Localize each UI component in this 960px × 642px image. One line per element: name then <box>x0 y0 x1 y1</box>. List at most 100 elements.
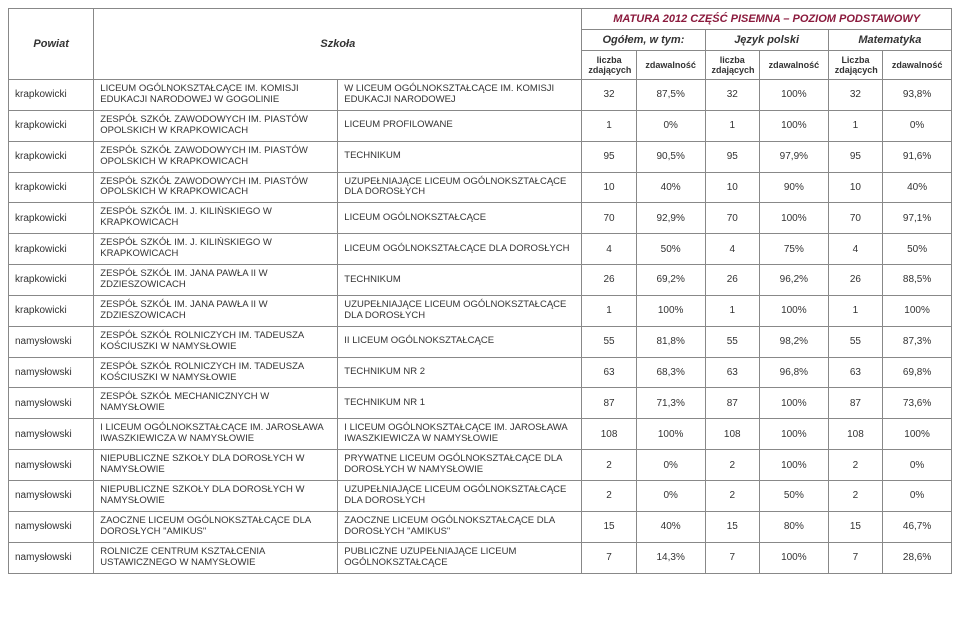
cell-n1: 108 <box>582 419 636 450</box>
cell-type: PRYWATNE LICEUM OGÓLNOKSZTAŁCĄCE DLA DOR… <box>338 450 582 481</box>
col-header-ogolem: Ogółem, w tym: <box>582 30 705 51</box>
cell-n2: 32 <box>705 80 759 111</box>
cell-n3: 70 <box>828 203 882 234</box>
table-row: namysłowskiROLNICZE CENTRUM KSZTAŁCENIA … <box>9 542 952 573</box>
cell-p3: 88,5% <box>883 265 952 296</box>
cell-p2: 100% <box>760 203 829 234</box>
cell-type: TECHNIKUM <box>338 265 582 296</box>
cell-n3: 95 <box>828 141 882 172</box>
table-row: namysłowskiNIEPUBLICZNE SZKOŁY DLA DOROS… <box>9 480 952 511</box>
cell-powiat: namysłowski <box>9 326 94 357</box>
cell-powiat: namysłowski <box>9 357 94 388</box>
cell-powiat: namysłowski <box>9 450 94 481</box>
cell-school: ZESPÓŁ SZKÓŁ IM. J. KILIŃSKIEGO W KRAPKO… <box>94 203 338 234</box>
cell-p1: 92,9% <box>636 203 705 234</box>
cell-school: ZESPÓŁ SZKÓŁ ROLNICZYCH IM. TADEUSZA KOŚ… <box>94 357 338 388</box>
cell-type: UZUPEŁNIAJĄCE LICEUM OGÓLNOKSZTAŁCĄCE DL… <box>338 295 582 326</box>
cell-p2: 100% <box>760 80 829 111</box>
cell-n1: 87 <box>582 388 636 419</box>
col-header-matematyka: Matematyka <box>828 30 951 51</box>
cell-n1: 1 <box>582 110 636 141</box>
table-row: krapkowickiZESPÓŁ SZKÓŁ IM. J. KILIŃSKIE… <box>9 203 952 234</box>
cell-n1: 10 <box>582 172 636 203</box>
cell-p2: 96,2% <box>760 265 829 296</box>
cell-n2: 4 <box>705 234 759 265</box>
cell-school: I LICEUM OGÓLNOKSZTAŁCĄCE IM. JAROSŁAWA … <box>94 419 338 450</box>
cell-p1: 40% <box>636 511 705 542</box>
cell-p1: 71,3% <box>636 388 705 419</box>
cell-school: ZESPÓŁ SZKÓŁ ZAWODOWYCH IM. PIASTÓW OPOL… <box>94 110 338 141</box>
table-header: Powiat Szkoła MATURA 2012 CZĘŚĆ PISEMNA … <box>9 9 952 80</box>
cell-n2: 15 <box>705 511 759 542</box>
cell-school: ZAOCZNE LICEUM OGÓLNOKSZTAŁCĄCE DLA DORO… <box>94 511 338 542</box>
cell-n3: 26 <box>828 265 882 296</box>
cell-n3: 63 <box>828 357 882 388</box>
cell-type: UZUPEŁNIAJĄCE LICEUM OGÓLNOKSZTAŁCĄCE DL… <box>338 480 582 511</box>
cell-n1: 95 <box>582 141 636 172</box>
cell-p1: 90,5% <box>636 141 705 172</box>
cell-type: PUBLICZNE UZUPEŁNIAJĄCE LICEUM OGÓLNOKSZ… <box>338 542 582 573</box>
cell-p1: 87,5% <box>636 80 705 111</box>
cell-p3: 100% <box>883 419 952 450</box>
cell-n1: 63 <box>582 357 636 388</box>
cell-p1: 100% <box>636 295 705 326</box>
cell-p2: 98,2% <box>760 326 829 357</box>
table-row: namysłowskiI LICEUM OGÓLNOKSZTAŁCĄCE IM.… <box>9 419 952 450</box>
cell-n3: 4 <box>828 234 882 265</box>
cell-p3: 40% <box>883 172 952 203</box>
cell-p1: 14,3% <box>636 542 705 573</box>
cell-p3: 69,8% <box>883 357 952 388</box>
cell-p2: 100% <box>760 388 829 419</box>
cell-n3: 87 <box>828 388 882 419</box>
cell-p1: 69,2% <box>636 265 705 296</box>
cell-powiat: namysłowski <box>9 388 94 419</box>
cell-powiat: krapkowicki <box>9 141 94 172</box>
cell-n1: 55 <box>582 326 636 357</box>
cell-n3: 108 <box>828 419 882 450</box>
cell-powiat: namysłowski <box>9 511 94 542</box>
cell-powiat: krapkowicki <box>9 265 94 296</box>
cell-n1: 2 <box>582 450 636 481</box>
cell-n3: 15 <box>828 511 882 542</box>
cell-n2: 1 <box>705 110 759 141</box>
cell-type: I LICEUM OGÓLNOKSZTAŁCĄCE IM. JAROSŁAWA … <box>338 419 582 450</box>
cell-school: LICEUM OGÓLNOKSZTAŁCĄCE IM. KOMISJI EDUK… <box>94 80 338 111</box>
cell-n1: 70 <box>582 203 636 234</box>
cell-p3: 28,6% <box>883 542 952 573</box>
cell-n3: 1 <box>828 295 882 326</box>
cell-p3: 91,6% <box>883 141 952 172</box>
cell-p1: 0% <box>636 450 705 481</box>
cell-p2: 50% <box>760 480 829 511</box>
cell-powiat: namysłowski <box>9 419 94 450</box>
cell-p1: 40% <box>636 172 705 203</box>
cell-type: TECHNIKUM NR 2 <box>338 357 582 388</box>
cell-type: TECHNIKUM <box>338 141 582 172</box>
col-header-powiat: Powiat <box>9 9 94 80</box>
cell-powiat: krapkowicki <box>9 172 94 203</box>
cell-n2: 87 <box>705 388 759 419</box>
cell-n1: 1 <box>582 295 636 326</box>
cell-type: LICEUM OGÓLNOKSZTAŁCĄCE DLA DOROSŁYCH <box>338 234 582 265</box>
cell-powiat: krapkowicki <box>9 80 94 111</box>
cell-n2: 2 <box>705 480 759 511</box>
cell-school: NIEPUBLICZNE SZKOŁY DLA DOROSŁYCH W NAMY… <box>94 450 338 481</box>
cell-powiat: krapkowicki <box>9 110 94 141</box>
table-row: krapkowickiZESPÓŁ SZKÓŁ ZAWODOWYCH IM. P… <box>9 141 952 172</box>
cell-p3: 93,8% <box>883 80 952 111</box>
table-row: namysłowskiZESPÓŁ SZKÓŁ ROLNICZYCH IM. T… <box>9 326 952 357</box>
table-row: krapkowickiZESPÓŁ SZKÓŁ ZAWODOWYCH IM. P… <box>9 110 952 141</box>
cell-p2: 96,8% <box>760 357 829 388</box>
cell-n2: 63 <box>705 357 759 388</box>
cell-p3: 0% <box>883 480 952 511</box>
cell-p1: 0% <box>636 480 705 511</box>
cell-n1: 2 <box>582 480 636 511</box>
cell-n2: 1 <box>705 295 759 326</box>
sub-header-zdaw: zdawalność <box>883 51 952 80</box>
cell-n1: 4 <box>582 234 636 265</box>
cell-p1: 50% <box>636 234 705 265</box>
table-row: namysłowskiZESPÓŁ SZKÓŁ ROLNICZYCH IM. T… <box>9 357 952 388</box>
cell-type: LICEUM OGÓLNOKSZTAŁCĄCE <box>338 203 582 234</box>
cell-p1: 81,8% <box>636 326 705 357</box>
cell-n3: 55 <box>828 326 882 357</box>
cell-school: ZESPÓŁ SZKÓŁ ZAWODOWYCH IM. PIASTÓW OPOL… <box>94 172 338 203</box>
